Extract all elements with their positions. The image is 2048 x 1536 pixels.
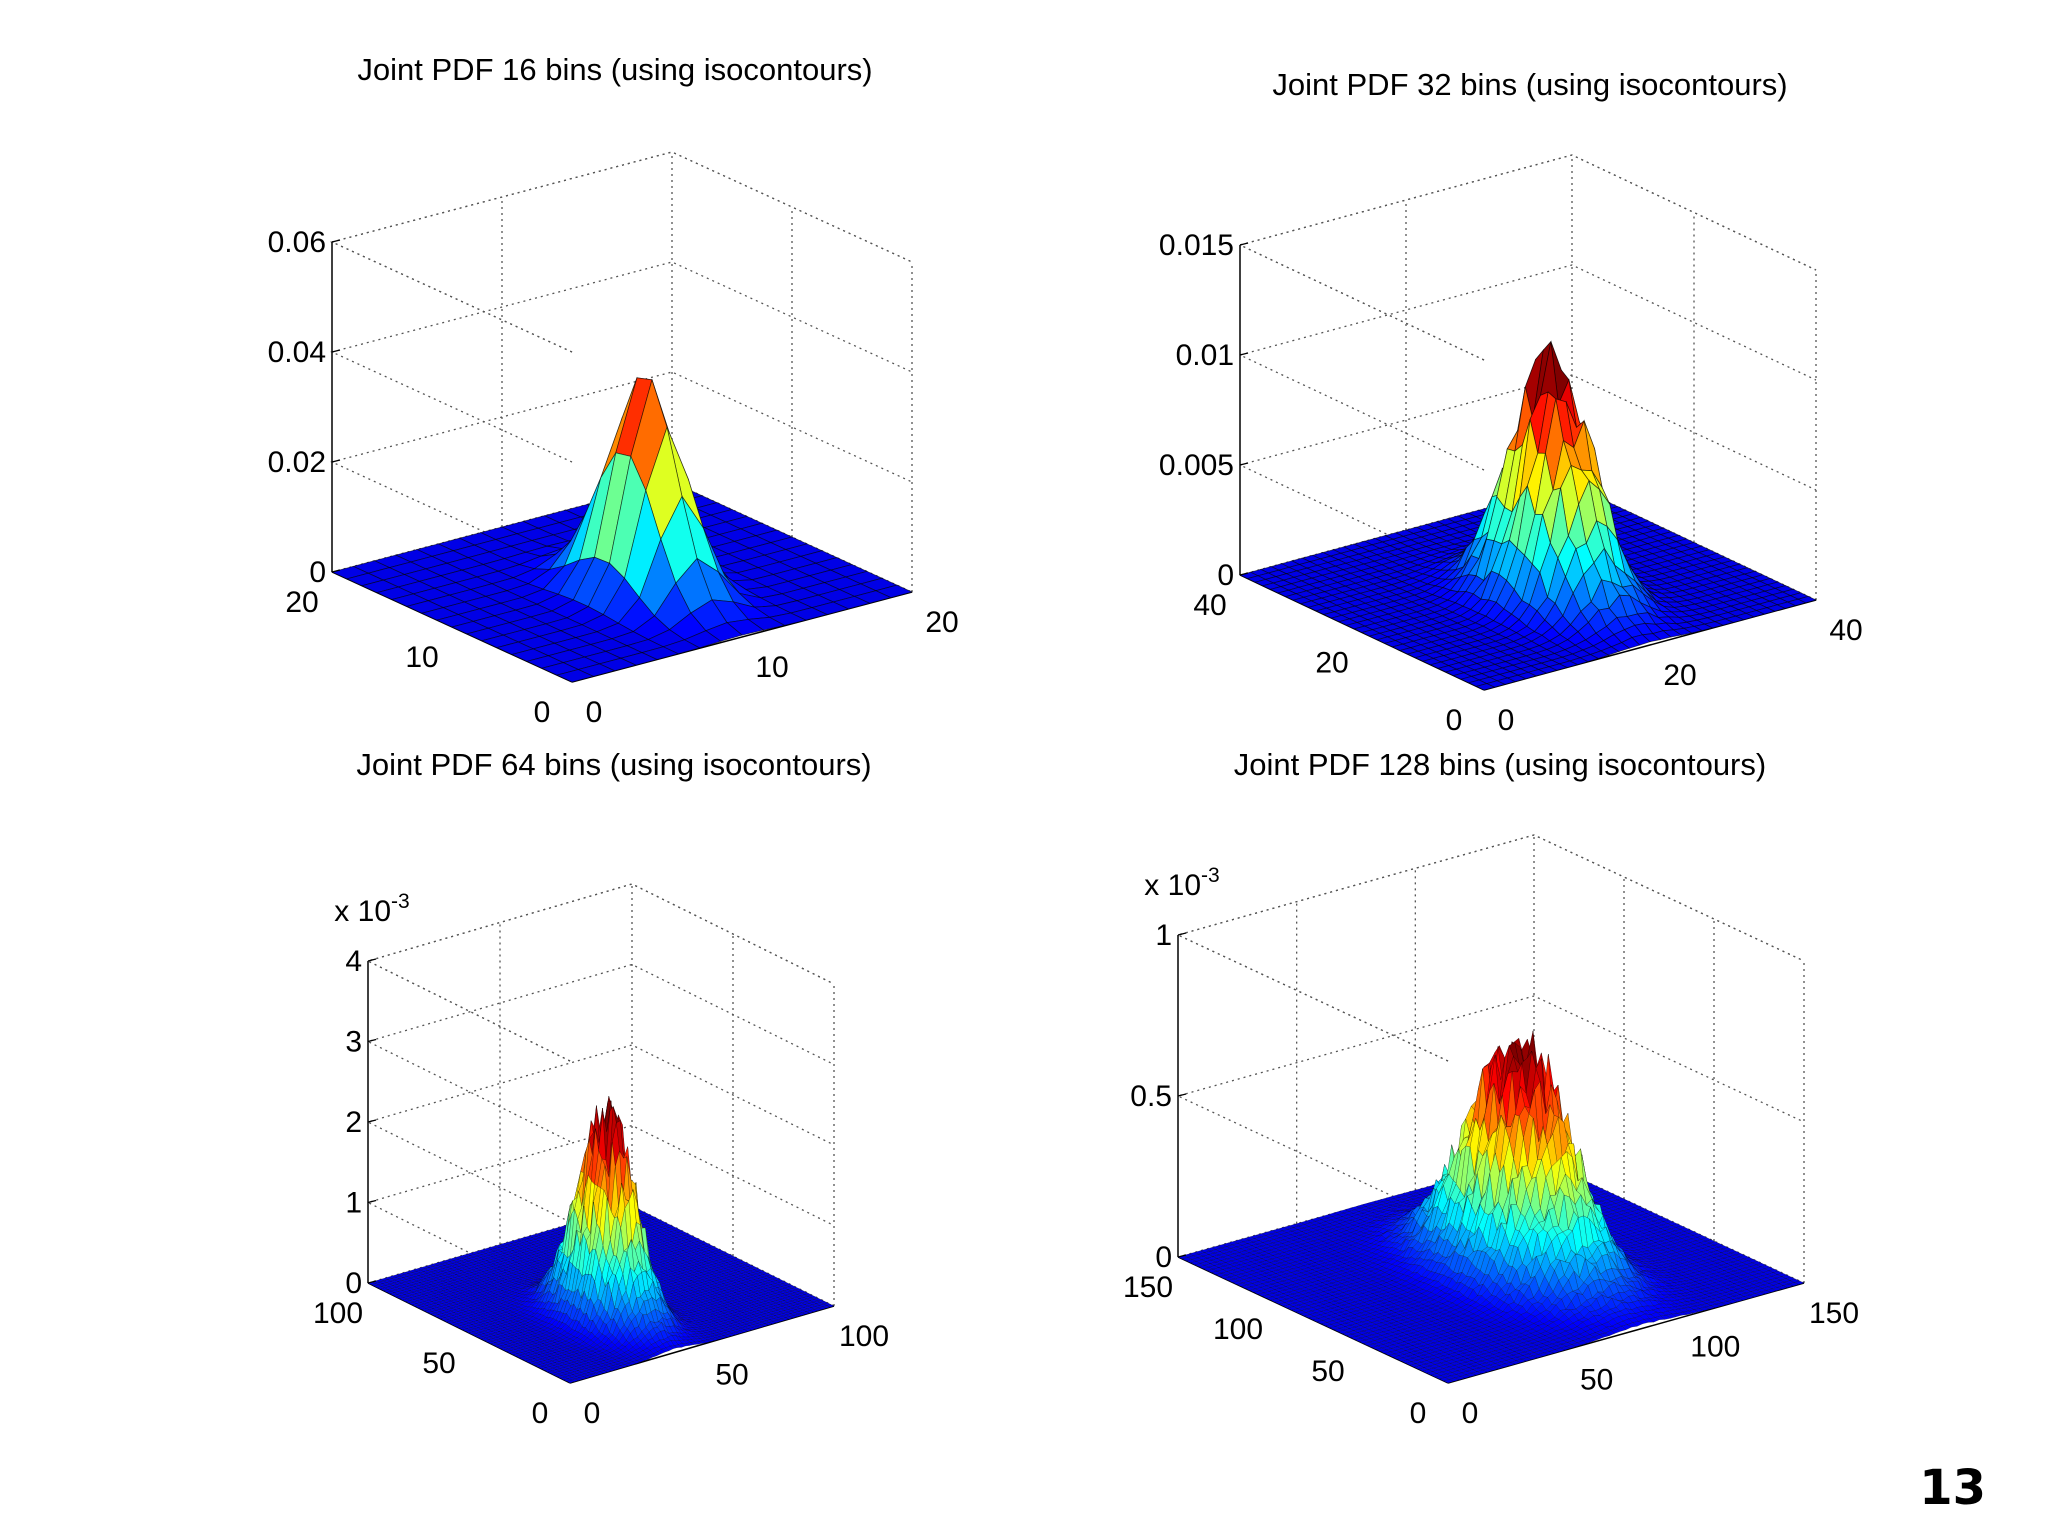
x-tick-label: 0 — [586, 696, 603, 729]
y-tick-label: 20 — [285, 586, 318, 619]
back-wall-top-edge — [330, 151, 913, 353]
surface-plot — [1238, 340, 1818, 691]
z-gridline — [330, 261, 913, 463]
z-tick-label: 0.02 — [268, 446, 326, 479]
z-tick-mark — [1239, 352, 1249, 356]
z-tick-label: 0.005 — [1159, 449, 1234, 482]
y-tick-label: 0 — [1446, 704, 1463, 737]
chart-title: Joint PDF 32 bins (using isocontours) — [1272, 67, 1787, 102]
back-wall-top-edge — [1238, 154, 1817, 361]
y-tick-label: 10 — [405, 641, 438, 674]
x-tick-label: 20 — [925, 606, 958, 639]
back-wall-top-edge — [366, 883, 835, 1062]
x-tick-label: 10 — [755, 651, 788, 684]
y-tick-label: 40 — [1193, 589, 1226, 622]
z-tick-mark — [331, 349, 341, 353]
z-tick-label: 0.04 — [268, 336, 326, 369]
z-tick-label: 0.01 — [1176, 339, 1234, 372]
z-tick-mark — [331, 459, 341, 463]
z-tick-label: 0 — [309, 556, 326, 589]
z-tick-label: 0.015 — [1159, 229, 1234, 262]
z-gridline — [366, 883, 835, 1062]
z-tick-mark — [331, 569, 341, 573]
z-tick-mark — [1239, 462, 1249, 466]
z-gridline — [1238, 154, 1817, 361]
surface-plot — [330, 376, 914, 683]
z-tick-label: 0.06 — [268, 226, 326, 259]
z-tick-mark — [1239, 242, 1249, 246]
z-tick-label: 0 — [1217, 559, 1234, 592]
z-tick-mark — [331, 239, 341, 243]
x-tick-label: 0 — [1498, 704, 1515, 737]
x-tick-label: 20 — [1663, 659, 1696, 692]
surface-plot — [367, 1096, 835, 1384]
surface-patch — [555, 669, 595, 683]
x-tick-label: 40 — [1829, 614, 1862, 647]
chart-title: Joint PDF 16 bins (using isocontours) — [357, 52, 872, 87]
z-gridline — [366, 963, 835, 1143]
y-tick-label: 0 — [534, 696, 551, 729]
z-gridline — [330, 151, 913, 353]
y-tick-label: 20 — [1315, 647, 1348, 680]
